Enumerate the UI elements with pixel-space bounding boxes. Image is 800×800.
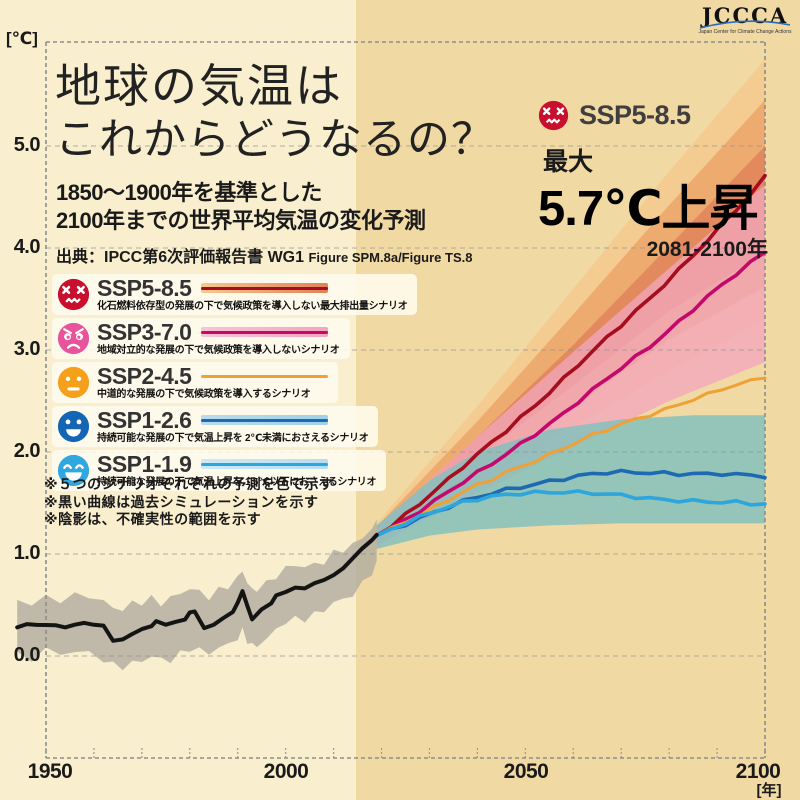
legend-item-ssp5-85: SSP5-8.5 化石燃料依存型の発展の下で気候政策を導入しない最大排出量シナリ… (52, 274, 418, 315)
legend-label: SSP1-2.6 (97, 407, 192, 433)
legend-description: 化石燃料依存型の発展の下で気候政策を導入しない最大排出量シナリオ (97, 301, 408, 312)
x-tick-label: 2050 (503, 760, 549, 783)
legend-label: SSP5-8.5 (97, 275, 192, 301)
y-tick-label: 0.0 (13, 644, 41, 666)
jccca-logo-text: JCCCA (701, 3, 789, 28)
y-axis-unit: [℃] (6, 29, 38, 48)
legend-label: SSP1-1.9 (97, 451, 192, 477)
legend-item-ssp3-70: SSP3-7.0 地域対立的な発展の下で気候政策を導入しないシナリオ (52, 318, 350, 359)
legend-description: 地域対立的な発展の下で気候政策を導入しないシナリオ (97, 345, 340, 356)
neutral-face-icon (57, 366, 90, 398)
legend-line-swatch (201, 327, 329, 337)
legend-item-ssp2-45: SSP2-4.5 中道的な発展の下で気候政策を導入するシナリオ (52, 362, 339, 403)
page-subtitle: 1850～1900年を基準とした 2100年までの世界平均気温の変化予測 (56, 179, 426, 235)
callout-max-value: 5.7℃上昇 (538, 182, 758, 236)
page-title-line2: これからどうなるの？ (55, 116, 495, 164)
callout-scenario-label: SSP5-8.5 (579, 100, 691, 130)
worried-face-icon (57, 322, 90, 354)
source-citation: 出典：IPCC第6次評価報告書 WG1 Figure SPM.8a/Figure… (56, 243, 472, 267)
jccca-logo-caption: Japan Center for Climate Change Actions (698, 29, 792, 35)
legend-line-swatch (201, 415, 329, 425)
legend-description: 中道的な発展の下で気候政策を導入するシナリオ (97, 389, 311, 400)
y-tick-label: 1.0 (13, 542, 41, 564)
x-axis-unit: [年] (756, 782, 782, 799)
callout-period: 2081-2100年 (646, 238, 768, 261)
chart-footnotes: ※５つのシナリオそれぞれの予測を色で示す ※黒い曲線は過去シミュレーションを示す… (44, 476, 334, 529)
x-tick-label: 1950 (27, 760, 73, 783)
jccca-logo-swoosh (699, 20, 791, 29)
source-text: 出典：IPCC第6次評価報告書 WG1 (56, 249, 305, 266)
scenario-legend: SSP5-8.5 化石燃料依存型の発展の下で気候政策を導入しない最大排出量シナリ… (52, 274, 418, 491)
footnote: ※５つのシナリオそれぞれの予測を色で示す (44, 476, 334, 492)
legend-label: SSP3-7.0 (97, 319, 192, 345)
x-tick-label: 2100 (735, 760, 781, 783)
subtitle-line1: 1850～1900年を基準とした (56, 180, 322, 205)
jccca-logo: JCCCA Japan Center for Climate Change Ac… (694, 5, 796, 36)
laughing-face-icon (57, 454, 90, 486)
subtitle-line2: 2100年までの世界平均気温の変化予測 (56, 208, 426, 233)
footnote: ※黒い曲線は過去シミュレーションを示す (44, 493, 319, 510)
footnote: ※陰影は、不確実性の範囲を示す (44, 511, 262, 527)
source-figure-ref: Figure SPM.8a/Figure TS.8 (308, 250, 473, 265)
legend-line-swatch (201, 371, 329, 381)
callout-max-label: 最大 (543, 148, 594, 176)
y-tick-label: 3.0 (13, 338, 41, 360)
angry-face-icon (57, 278, 90, 310)
happy-face-icon (57, 410, 90, 442)
legend-item-ssp1-19: SSP1-1.9 持続可能な発展の下で気温上昇を 1.5℃以下におさえるシナリオ (52, 450, 387, 491)
y-tick-label: 5.0 (13, 134, 41, 156)
y-tick-label: 4.0 (13, 236, 41, 258)
legend-label: SSP2-4.5 (97, 363, 192, 389)
legend-description: 持続可能な発展の下で気温上昇を 1.5℃以下におさえるシナリオ (97, 477, 377, 488)
angry-face-icon (538, 100, 569, 131)
x-tick-label: 2000 (263, 760, 309, 783)
y-tick-label: 2.0 (13, 440, 41, 462)
legend-line-swatch (201, 283, 329, 293)
legend-line-swatch (201, 459, 329, 469)
legend-description: 持続可能な発展の下で気温上昇を 2℃未満におさえるシナリオ (97, 433, 369, 444)
callout-scenario-header: SSP5-8.5 (538, 100, 691, 131)
page-title-line1: 地球の気温は (55, 60, 343, 112)
legend-item-ssp1-26: SSP1-2.6 持続可能な発展の下で気温上昇を 2℃未満におさえるシナリオ (52, 406, 379, 447)
